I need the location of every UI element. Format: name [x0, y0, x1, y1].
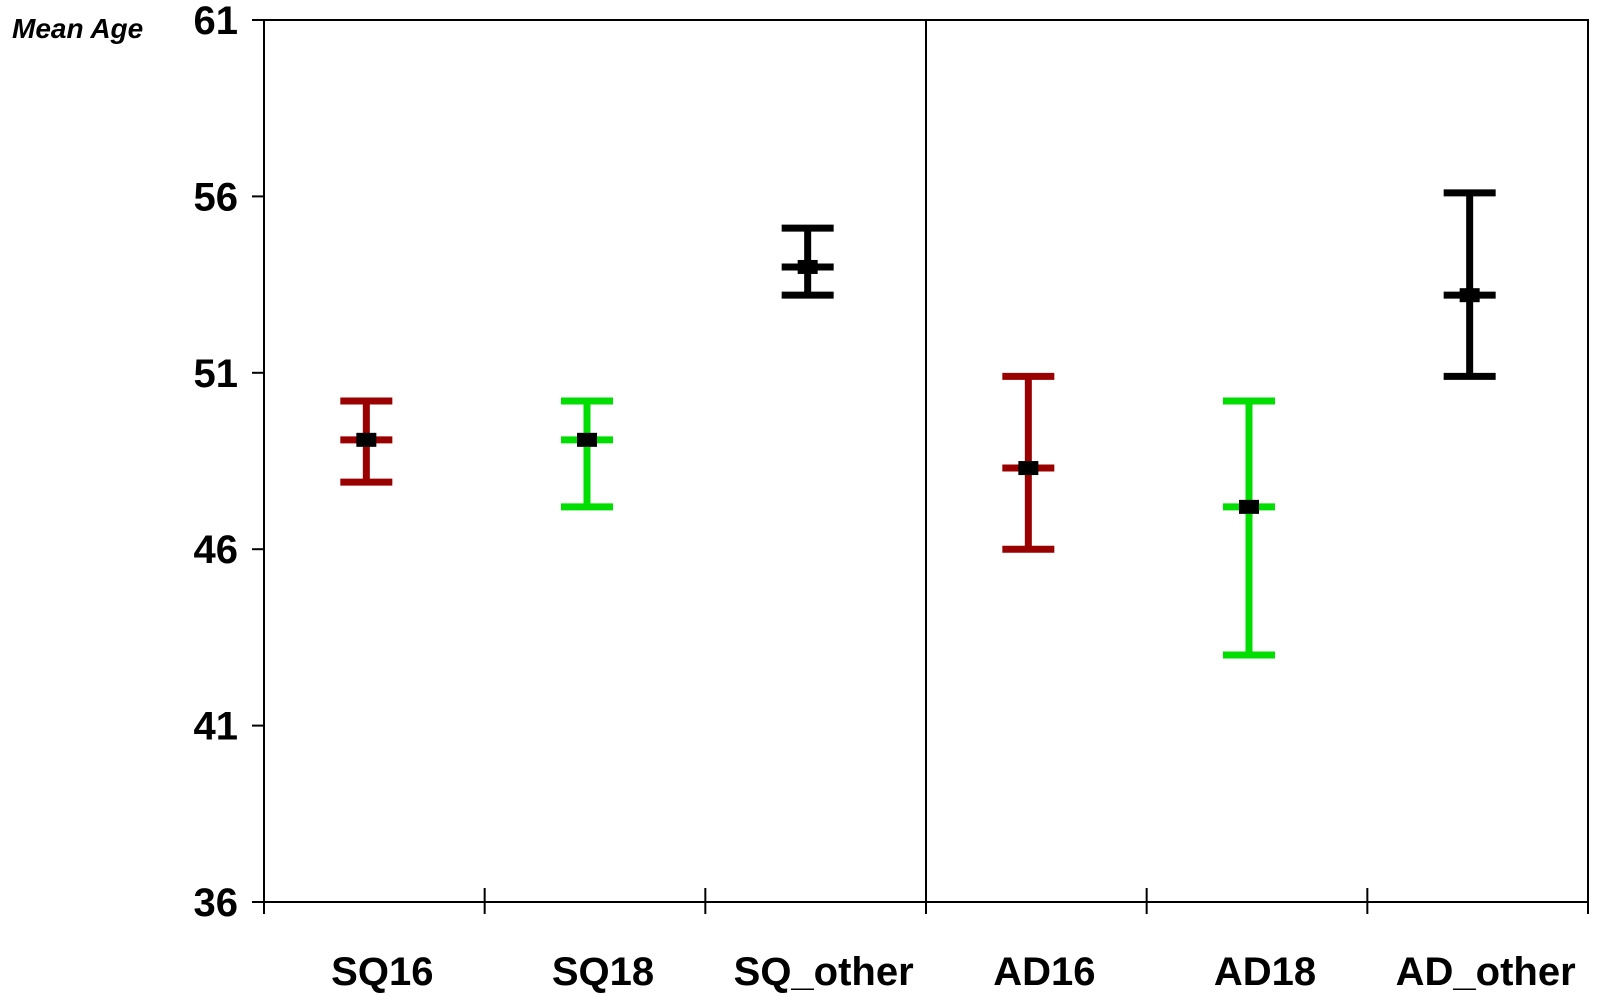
y-tick-label: 46 — [194, 528, 239, 572]
error-bar-ad18 — [1223, 397, 1275, 659]
mean-marker — [356, 432, 377, 447]
category-labels: SQ16 SQ18 SQ_other AD16 AD18 AD_other — [331, 950, 1575, 994]
error-bar-ad-other — [1443, 189, 1496, 380]
mean-marker — [577, 432, 597, 447]
mean-marker — [1018, 461, 1039, 476]
category-label: AD16 — [993, 950, 1095, 994]
category-label: AD_other — [1396, 950, 1576, 994]
y-tick-label: 51 — [194, 352, 239, 396]
y-tick-label: 36 — [194, 881, 239, 925]
y-tick-label: 56 — [194, 175, 239, 219]
y-tick-label: 61 — [194, 0, 239, 43]
mean-marker — [1239, 499, 1259, 514]
error-bar-sq-other — [781, 224, 834, 299]
mean-marker — [1459, 288, 1480, 303]
category-label: SQ_other — [734, 950, 914, 994]
y-axis-title: Mean Age — [12, 13, 143, 44]
axes — [252, 19, 1589, 914]
error-bar-ad16 — [1002, 372, 1055, 553]
error-bar-sq18 — [561, 397, 613, 511]
error-bars — [340, 189, 1496, 659]
category-label: SQ16 — [331, 950, 433, 994]
category-label: SQ18 — [552, 950, 654, 994]
y-tick-label: 41 — [194, 705, 239, 749]
y-tick-labels: 61 56 51 46 41 36 — [194, 0, 239, 925]
error-bar-sq16 — [340, 397, 393, 486]
category-label: AD18 — [1214, 950, 1316, 994]
mean-marker — [797, 259, 818, 274]
